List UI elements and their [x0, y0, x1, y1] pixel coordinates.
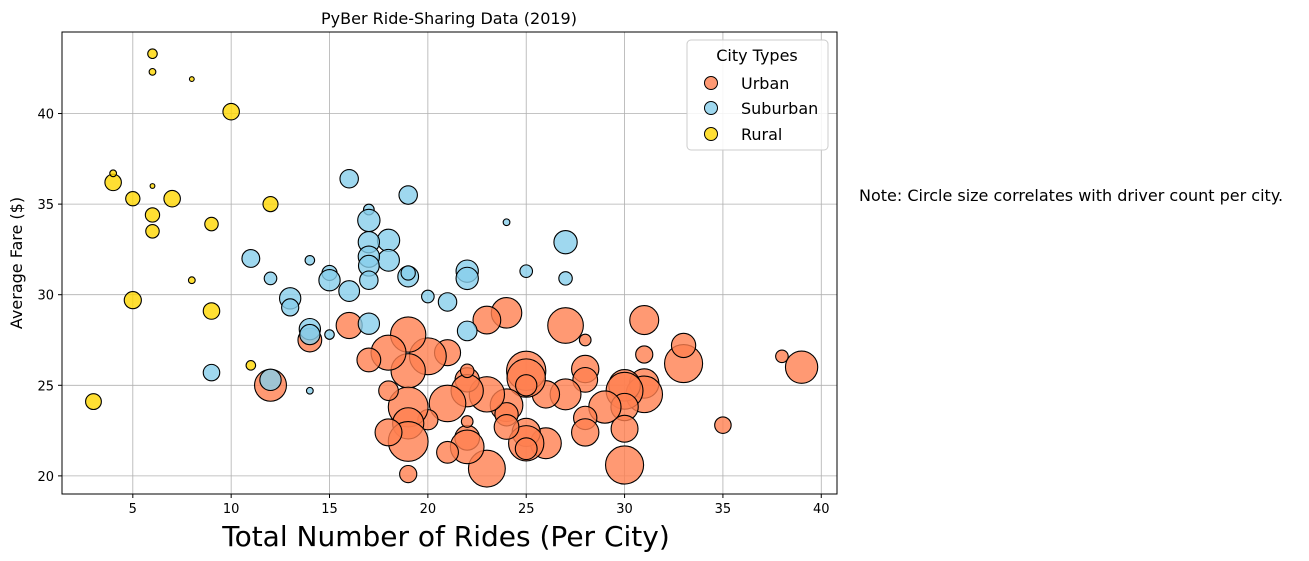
legend-label-suburban: Suburban	[741, 99, 818, 118]
x-tick-label: 30	[616, 502, 633, 517]
point-urban	[610, 414, 639, 443]
chart-title: PyBer Ride-Sharing Data (2019)	[321, 9, 577, 28]
point-suburban	[357, 312, 381, 335]
legend-label-urban: Urban	[741, 74, 789, 93]
point-urban	[460, 415, 474, 428]
point-suburban	[357, 208, 381, 233]
point-rural	[125, 191, 141, 207]
point-suburban	[318, 269, 341, 292]
point-rural	[85, 393, 102, 411]
point-suburban	[437, 292, 458, 312]
point-urban	[436, 440, 459, 464]
point-suburban	[421, 289, 435, 304]
x-tick-label: 10	[223, 502, 240, 517]
point-urban	[472, 305, 502, 335]
legend-marker-urban	[704, 76, 718, 90]
point-rural	[147, 48, 158, 60]
point-urban	[775, 349, 789, 364]
point-urban	[459, 363, 475, 379]
x-tick-label: 40	[813, 502, 830, 517]
point-suburban	[305, 386, 314, 395]
point-urban	[578, 333, 592, 347]
point-urban	[378, 380, 399, 402]
legend-marker-suburban	[704, 101, 718, 115]
point-urban	[635, 345, 654, 364]
x-tick-label: 5	[129, 502, 137, 517]
x-axis-label: Total Number of Rides (Per City)	[221, 520, 670, 553]
point-suburban	[304, 254, 316, 266]
point-urban	[399, 464, 418, 484]
point-suburban	[377, 248, 400, 272]
legend-label-rural: Rural	[741, 125, 782, 144]
x-tick-label: 20	[420, 502, 437, 517]
point-rural	[245, 360, 257, 371]
point-rural	[187, 276, 196, 285]
point-rural	[149, 183, 156, 189]
point-suburban	[241, 249, 261, 268]
y-tick-label: 40	[37, 108, 54, 123]
point-rural	[123, 291, 142, 310]
point-rural	[144, 207, 161, 223]
point-rural	[163, 189, 181, 208]
x-tick-label: 25	[518, 502, 535, 517]
legend-marker-rural	[704, 127, 718, 141]
axis-ticks: 5 10 15 20 25 30 35 40 20 25 30 35 40	[37, 108, 829, 517]
point-suburban	[299, 323, 321, 346]
point-rural	[222, 102, 240, 121]
point-urban	[604, 445, 645, 485]
point-urban	[784, 350, 819, 384]
point-suburban	[502, 218, 511, 227]
point-urban	[356, 347, 382, 373]
point-urban	[374, 418, 403, 447]
point-suburban	[324, 329, 335, 340]
y-tick-label: 30	[37, 289, 54, 304]
plot-frame	[61, 31, 838, 495]
legend: City Types Urban Suburban Rural	[686, 39, 829, 151]
point-rural	[148, 67, 157, 76]
x-tick-label: 35	[715, 502, 732, 517]
point-rural	[202, 302, 221, 320]
point-rural	[204, 216, 219, 232]
point-suburban	[202, 363, 221, 382]
point-rural	[145, 224, 160, 239]
point-suburban	[376, 228, 401, 253]
point-urban	[493, 414, 520, 440]
point-urban	[514, 437, 538, 461]
point-suburban	[456, 320, 478, 342]
point-urban	[629, 305, 660, 336]
point-urban	[515, 374, 538, 397]
point-suburban	[259, 368, 282, 392]
point-rural	[262, 196, 279, 213]
point-suburban	[553, 229, 578, 255]
point-urban	[547, 307, 584, 344]
point-suburban	[519, 264, 534, 278]
point-rural	[188, 76, 195, 83]
legend-box	[686, 39, 829, 151]
point-suburban	[339, 168, 359, 189]
x-tick-label: 15	[321, 502, 338, 517]
point-suburban	[398, 185, 418, 205]
legend-title: City Types	[716, 46, 798, 65]
point-suburban	[558, 271, 573, 286]
size-note: Note: Circle size correlates with driver…	[859, 186, 1284, 205]
point-urban	[428, 384, 467, 423]
point-suburban	[263, 271, 278, 286]
y-tick-label: 20	[37, 470, 54, 485]
point-rural	[109, 169, 118, 178]
point-suburban	[281, 298, 300, 317]
y-axis-label: Average Fare ($)	[7, 197, 26, 329]
point-suburban	[338, 280, 361, 303]
point-suburban	[400, 265, 416, 281]
point-urban	[670, 332, 697, 359]
point-suburban	[455, 266, 479, 291]
point-urban	[714, 416, 732, 434]
point-urban	[571, 418, 600, 447]
y-tick-label: 35	[37, 198, 54, 213]
y-tick-label: 25	[37, 379, 54, 394]
point-suburban	[359, 270, 379, 290]
data-points	[85, 48, 819, 488]
